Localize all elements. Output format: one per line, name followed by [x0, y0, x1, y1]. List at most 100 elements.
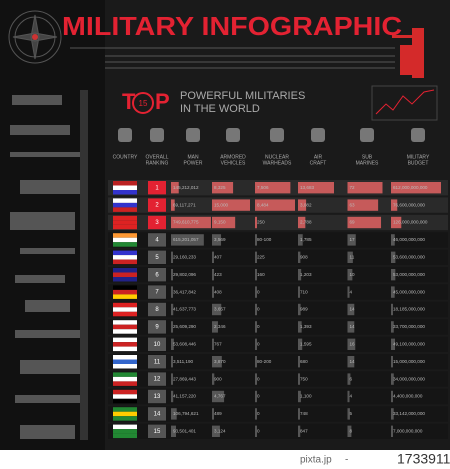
- cell-value: 615,201,057: [173, 237, 199, 242]
- rank-box: [148, 215, 166, 230]
- cell-bar: [255, 373, 257, 385]
- cell-bar: [212, 321, 218, 333]
- flag-stripe: [113, 242, 137, 247]
- cell-bar: [347, 216, 382, 229]
- column-header: VEHICLES: [221, 160, 246, 166]
- cell-bar: [255, 425, 257, 437]
- rank-box: [148, 355, 166, 369]
- rank: 2: [155, 203, 159, 209]
- column-header: WARHEADS: [263, 160, 292, 166]
- cell-value: 3,082: [300, 202, 312, 207]
- cell-value: 908: [300, 255, 308, 260]
- cell-value: 423: [214, 272, 222, 277]
- cell-bar: [171, 286, 173, 298]
- cell-value: 69,117,271: [173, 202, 196, 207]
- flag-stripe: [113, 207, 137, 212]
- cell-value: 18,185,000,000: [393, 307, 425, 312]
- flag-stripe: [113, 250, 137, 256]
- cell-value: 93,501,401: [173, 429, 196, 434]
- subtitle: IN THE WORLD: [180, 103, 260, 115]
- cell-value: 1,785: [300, 237, 312, 242]
- cell-value: 2,346: [214, 324, 226, 329]
- row-band: [108, 284, 448, 300]
- cell-value: 15,000,000,000: [393, 359, 425, 364]
- flag-stripe: [113, 394, 137, 399]
- cell-value: 49,100,000,000: [393, 342, 425, 347]
- flag-stripe: [113, 429, 137, 434]
- row-band: [108, 388, 448, 405]
- cell-value: 847: [300, 429, 308, 434]
- rank-box: [148, 389, 166, 404]
- cell-bar: [255, 390, 257, 403]
- cell-bar: [171, 373, 173, 385]
- rank-box: [148, 233, 166, 247]
- cell-value: 710: [300, 289, 308, 294]
- cell-value: 16: [350, 342, 356, 347]
- cell-value: 34,000,000,000: [393, 376, 425, 381]
- flag-stripe: [113, 416, 137, 421]
- flag-stripe: [113, 359, 137, 364]
- cell-value: 25,609,290: [173, 324, 196, 329]
- cell-value: 8,484: [257, 202, 269, 207]
- cell-bar: [298, 286, 300, 298]
- cell-value: 7,000,000,000: [393, 429, 423, 434]
- cell-bar: [347, 408, 350, 420]
- row-band: [108, 267, 448, 283]
- flag-stripe: [113, 259, 137, 265]
- cell-bar: [391, 251, 396, 263]
- cell-bar: [391, 390, 393, 403]
- cell-bar: [255, 321, 257, 333]
- cell-bar: [298, 425, 301, 437]
- cell-bar: [298, 303, 301, 316]
- flag-stripe: [113, 181, 137, 186]
- cell-bar: [391, 373, 394, 385]
- cell-value: 225: [257, 255, 265, 260]
- flag-stripe: [113, 277, 137, 282]
- column-icon: [270, 128, 284, 142]
- cell-value: 11: [350, 255, 355, 260]
- flag-stripe: [113, 233, 137, 238]
- cell-value: 15,000: [214, 202, 228, 207]
- row-band: [108, 406, 448, 422]
- footer-site: pixta.jp: [300, 455, 332, 466]
- cell-bar: [171, 338, 174, 350]
- flag-stripe: [113, 433, 137, 439]
- cell-value: 72: [350, 185, 356, 190]
- column-header: MILITARY: [407, 154, 430, 160]
- rank-box: [148, 337, 166, 351]
- cell-value: 680: [300, 359, 308, 364]
- cell-value: 126,000,000,000: [393, 220, 428, 225]
- flag-stripe: [113, 389, 137, 395]
- cell-value: 748: [300, 411, 308, 416]
- flag-stripe: [113, 376, 137, 382]
- cell-bar: [171, 234, 204, 246]
- cell-bar: [255, 199, 295, 211]
- cell-value: 53,608,446: [173, 342, 196, 347]
- rank: 6: [155, 272, 159, 278]
- cell-value: 8,325: [214, 185, 226, 190]
- cell-bar: [347, 286, 350, 298]
- flag-stripe: [113, 215, 137, 221]
- flag-stripe: [113, 398, 137, 404]
- flag-stripe: [113, 342, 137, 347]
- cell-bar: [347, 269, 353, 281]
- cell-bar: [212, 251, 214, 263]
- rank-box: [148, 250, 166, 264]
- column-header: OVERALL: [145, 154, 168, 160]
- footer-id: 17339114: [397, 451, 450, 467]
- footer-separator: -: [345, 455, 348, 466]
- rank: 3: [155, 220, 159, 226]
- cell-bar: [171, 390, 174, 403]
- flag-stripe: [113, 407, 137, 412]
- rank-box: [148, 198, 166, 212]
- cell-value: 612,000,000,000: [393, 185, 428, 190]
- cell-value: 80-100: [257, 237, 272, 242]
- row-band: [108, 371, 448, 387]
- cell-bar: [212, 182, 234, 194]
- cell-bar: [298, 182, 334, 194]
- cell-value: 0: [257, 324, 260, 329]
- cell-bar: [212, 269, 214, 281]
- rank-box: [148, 320, 166, 334]
- cell-value: 0: [257, 307, 260, 312]
